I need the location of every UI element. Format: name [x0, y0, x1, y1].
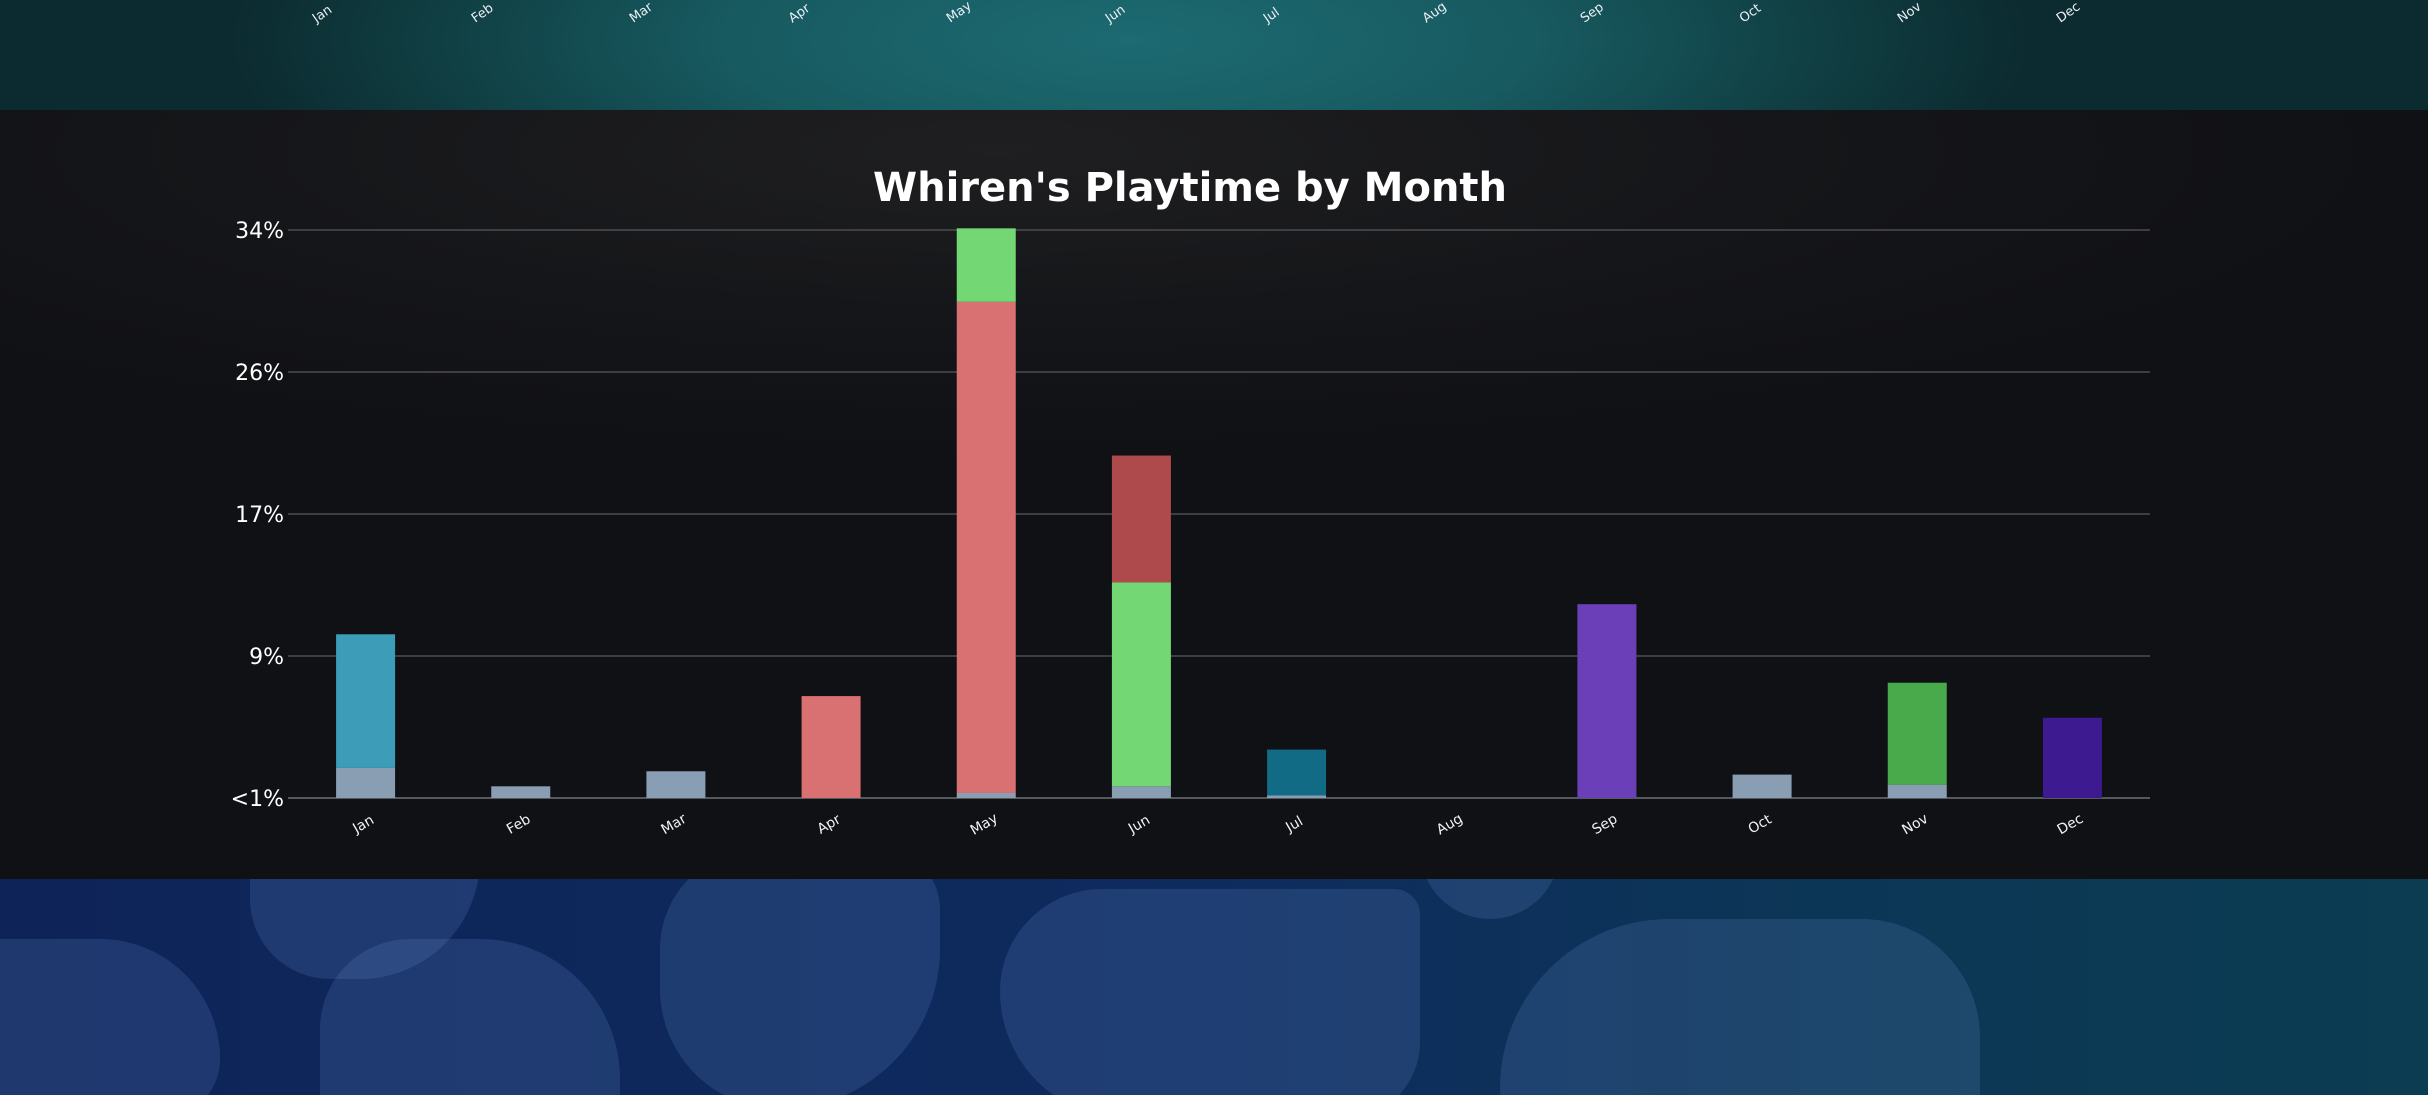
y-tick-label: 34%	[235, 219, 284, 244]
y-tick-label: <1%	[231, 787, 284, 812]
bar-segment	[956, 792, 1016, 798]
y-tick-label: 17%	[235, 503, 284, 528]
x-tick-label: Jun	[1125, 812, 1153, 837]
x-tick-label: Aug	[1434, 811, 1466, 839]
x-tick-label: Dec	[2055, 811, 2086, 838]
chart-panel	[0, 110, 2428, 879]
bar-segment	[801, 696, 861, 798]
bar-segment	[491, 786, 551, 798]
bar-segment	[1577, 604, 1637, 798]
bar-segment	[1267, 749, 1327, 796]
x-tick-label: Feb	[504, 811, 534, 837]
bar-segment	[1111, 786, 1171, 798]
bar-segment	[1887, 784, 1947, 798]
bar-segment	[336, 634, 396, 768]
chart-title: Whiren's Playtime by Month	[872, 165, 1508, 211]
bar-segment	[2042, 717, 2102, 798]
bar-segment	[956, 301, 1016, 793]
background-pattern	[0, 879, 2428, 1095]
y-tick-label: 26%	[235, 361, 284, 386]
bar-segment	[336, 767, 396, 798]
bar-segment	[1732, 774, 1792, 798]
x-tick-label: Apr	[815, 811, 844, 837]
bar-segment	[1111, 582, 1171, 787]
x-tick-label: May	[968, 810, 1001, 838]
x-tick-label: Nov	[1899, 811, 1931, 839]
x-tick-label: Mar	[658, 811, 689, 838]
header-strip: Jan Feb Mar Apr May Jun Jul Aug Sep Oct Nov Dec	[0, 0, 2428, 110]
bar-segment	[1887, 682, 1947, 785]
x-tick-label: Oct	[1746, 811, 1775, 837]
bar-segment	[956, 228, 1016, 302]
bar-segment	[1267, 795, 1327, 798]
x-tick-label: Jan	[349, 812, 377, 837]
x-tick-label: Sep	[1589, 811, 1620, 838]
bar-segment	[646, 771, 706, 798]
bar-segment	[1111, 455, 1171, 583]
y-tick-label: 9%	[249, 645, 284, 670]
x-tick-label: Jul	[1282, 813, 1306, 836]
